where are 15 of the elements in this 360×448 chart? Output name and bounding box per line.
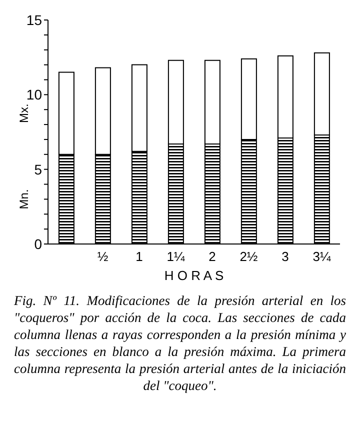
y-tick-label: 10 (26, 86, 42, 103)
x-tick-label: 2½ (240, 249, 258, 264)
y-tick-label: 15 (26, 12, 42, 28)
x-tick-label: 1 (136, 249, 143, 264)
x-tick-label: ½ (97, 249, 108, 264)
text: Mx. (17, 104, 31, 124)
x-tick-label: 3 (282, 249, 289, 264)
x-tick-label: 1¼ (166, 249, 185, 264)
y-tick-label: 5 (34, 161, 42, 178)
y-tick-label: 0 (34, 236, 42, 252)
x-tick-label: 3¼ (312, 249, 331, 264)
text: Mn. (17, 189, 31, 210)
text: Fig. Nº 11. Modificaciones de la presión arterial en los "coqueros" por acción de la coca. Las secciones de cada columna llenas a rayas corresponden a la presión mínima y las secciones en blanco a la presión máxima. La primera columna representa la presión arterial antes de la iniciación del "coqueo". (13, 292, 347, 394)
x-tick-label: 2 (208, 249, 216, 264)
x-axis-title: H O R A S (164, 268, 224, 283)
